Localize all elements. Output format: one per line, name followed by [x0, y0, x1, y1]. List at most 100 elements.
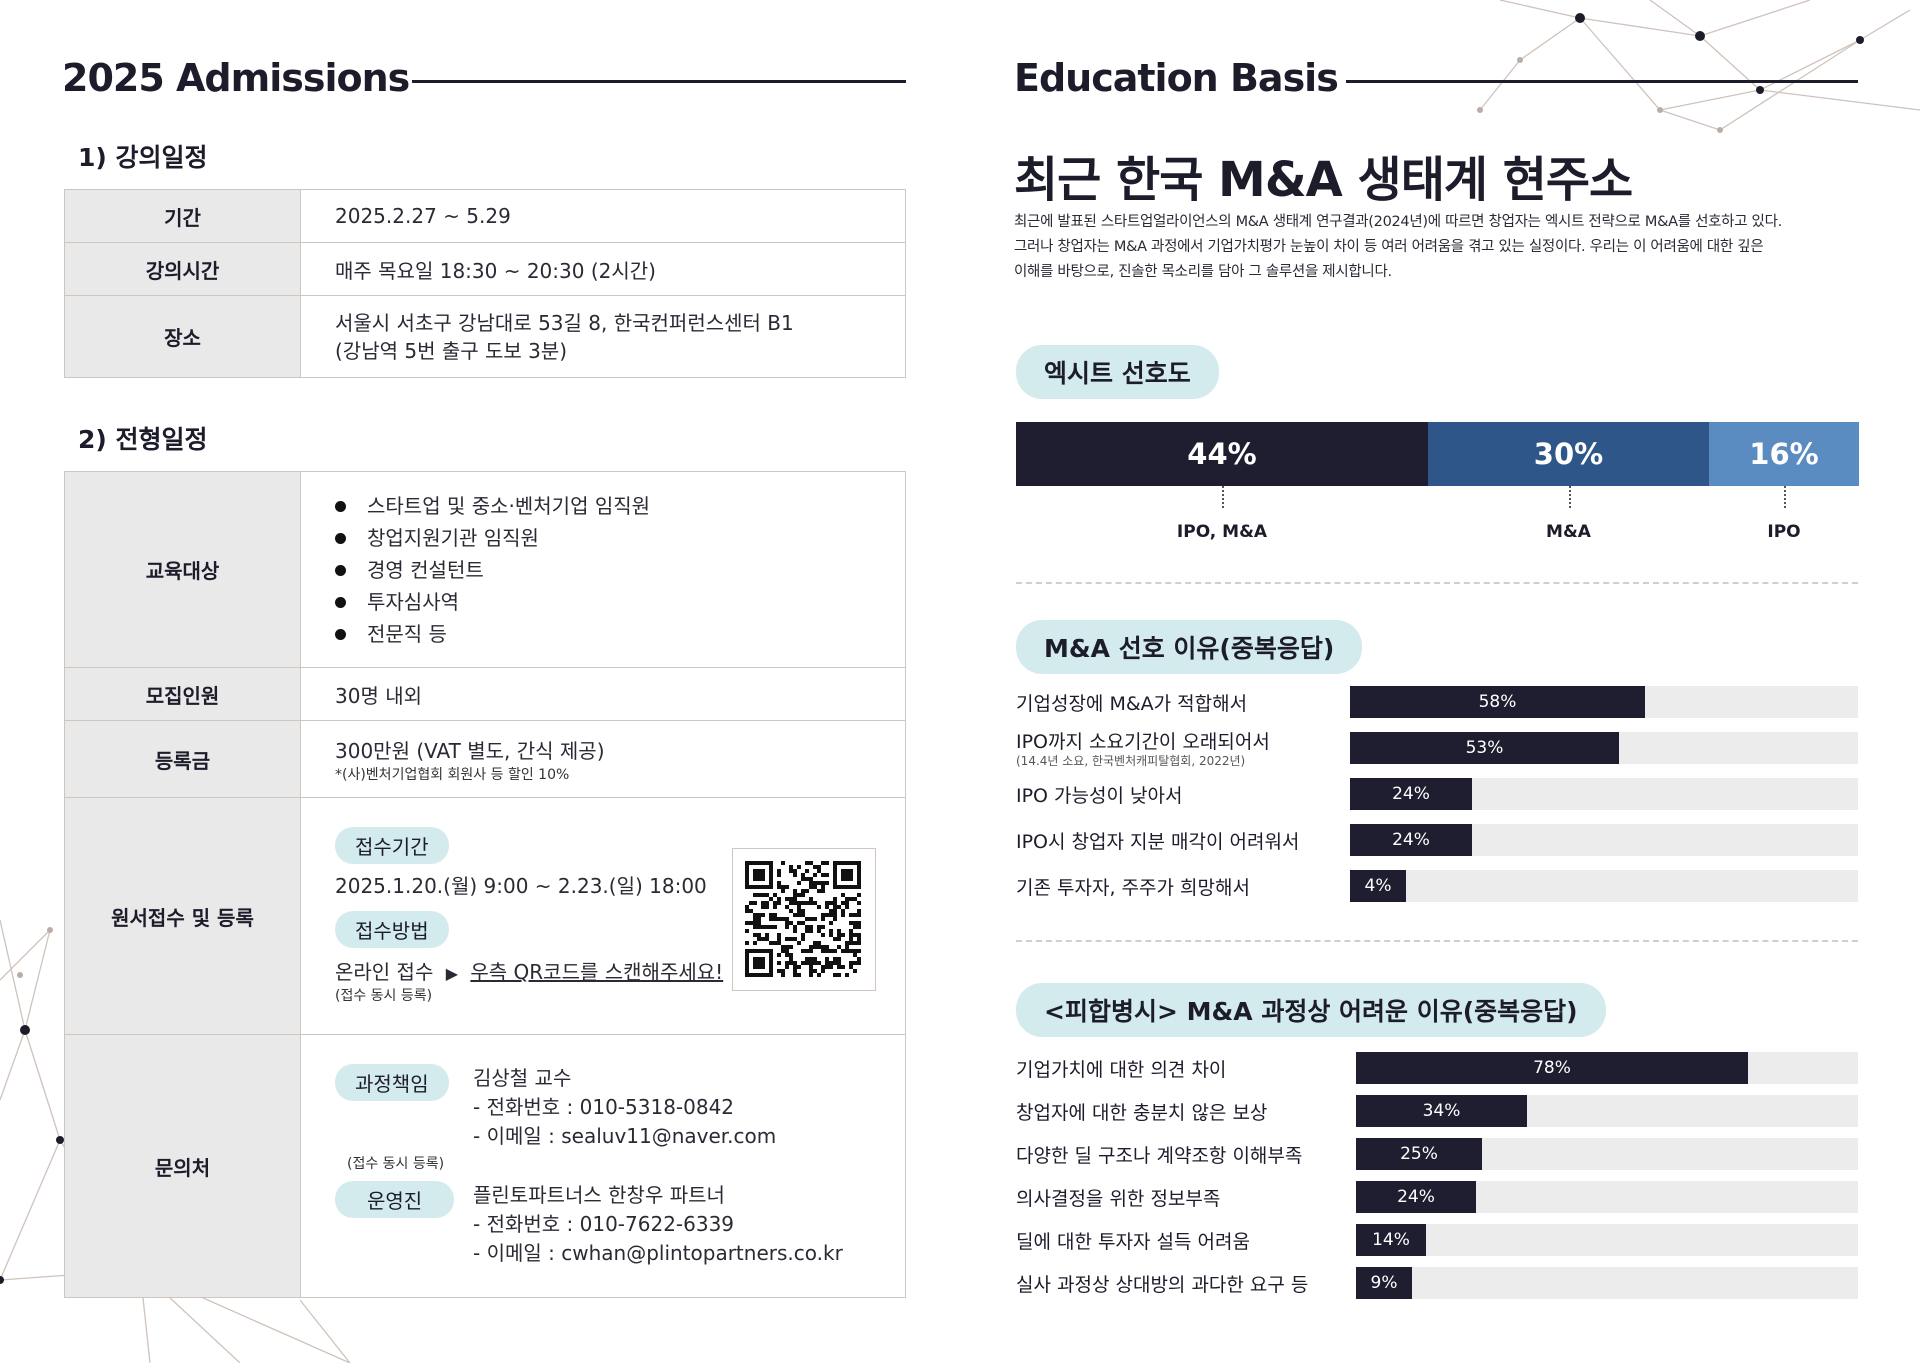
bar [1350, 778, 1472, 810]
section-divider [1016, 940, 1858, 942]
contact-staff-name: 플린토파트너스 한창우 파트너 [473, 1183, 725, 1207]
place-value: 서울시 서초구 강남대로 53길 8, 한국컨퍼런스센터 B1 (강남역 5번 … [300, 295, 906, 378]
time-key: 강의시간 [64, 242, 301, 296]
stack-category-label: IPO, M&A [1176, 522, 1268, 542]
fee-key: 등록금 [64, 720, 301, 798]
admissions-heading: 2025 Admissions [62, 56, 410, 100]
education-basis-heading: Education Basis [1014, 56, 1339, 100]
stack-category-label: M&A [1546, 522, 1591, 542]
bar-value-label: 34% [1422, 1101, 1461, 1121]
bar-category-label: 창업자에 대한 충분치 않은 보상 [1016, 1102, 1268, 1124]
stack-category-label: IPO [1767, 522, 1801, 542]
bar [1356, 1267, 1412, 1299]
fee-amount: 300만원 (VAT 별도, 간식 제공) [335, 738, 605, 763]
intro-line: 이해를 바탕으로, 진솔한 목소리를 담아 그 솔루션을 제시합니다. [1014, 264, 1392, 280]
qr-code-image [745, 861, 861, 977]
ma-difficulty-title: <피합병시> M&A 과정상 어려운 이유(중복응답) [1016, 983, 1606, 1037]
bar-value-label: 4% [1364, 876, 1392, 896]
contact-value: 과정책임 김상철 교수 - 전화번호 : 010-5318-0842 - 이메일… [300, 1034, 906, 1298]
list-item: 경영 컨설턴트 [335, 554, 905, 586]
list-item: 창업지원기관 임직원 [335, 522, 905, 554]
apply-key: 원서접수 및 등록 [64, 797, 301, 1035]
fee-discount-note: *(사)벤처기업협회 회원사 등 할인 10% [335, 766, 570, 783]
lecture-schedule-table: 기간 2025.2.27 ~ 5.29 강의시간 매주 목요일 18:30 ~ … [64, 189, 906, 378]
target-value: 스타트업 및 중소·벤처기업 임직원 창업지원기관 임직원 경영 컨설턴트 투자… [300, 471, 906, 668]
time-value: 매주 목요일 18:30 ~ 20:30 (2시간) [300, 242, 906, 296]
stack-bar-segment: 44% [1016, 422, 1428, 486]
section-divider [1016, 582, 1858, 584]
bar-category-label: 기존 투자자, 주주가 희망해서 [1016, 877, 1250, 899]
bar-track [1356, 1267, 1858, 1299]
contact-staff-email: - 이메일 : cwhan@plintopartners.co.kr [473, 1241, 843, 1265]
bar-track [1356, 1224, 1858, 1256]
contact-key: 문의처 [64, 1034, 301, 1298]
table-row: 모집인원 30명 내외 [64, 667, 906, 721]
lecture-schedule-title: 1) 강의일정 [70, 134, 208, 174]
period-value: 2025.2.27 ~ 5.29 [300, 189, 906, 243]
page-title: 최근 한국 M&A 생태계 현주소 [1014, 152, 1633, 208]
contact-lead-badge: 과정책임 [335, 1064, 449, 1101]
bar-track [1350, 870, 1858, 902]
bar-value-label: 53% [1465, 738, 1504, 758]
bar [1356, 1052, 1748, 1084]
stack-bar-segment: 30% [1428, 422, 1709, 486]
contact-lead-email: - 이메일 : sealuv11@naver.com [473, 1124, 777, 1148]
stack-tick [1568, 486, 1571, 508]
bar [1350, 870, 1406, 902]
stack-bar-segment: 16% [1709, 422, 1859, 486]
contact-note: (접수 동시 등록) [347, 1156, 445, 1172]
qr-code[interactable] [732, 848, 876, 991]
bar [1356, 1138, 1482, 1170]
bar-category-label: 다양한 딜 구조나 계약조항 이해부족 [1016, 1145, 1303, 1167]
table-row: 기간 2025.2.27 ~ 5.29 [64, 189, 906, 243]
contact-staff-phone: - 전화번호 : 010-7622-6339 [473, 1212, 735, 1236]
bar-value-label: 24% [1392, 830, 1430, 850]
bar-category-label: 의사결정을 위한 정보부족 [1016, 1188, 1221, 1210]
place-directions: (강남역 5번 출구 도보 3분) [335, 338, 568, 363]
bar-value-label: 25% [1400, 1144, 1438, 1164]
ma-reason-source-note: (14.4년 소요, 한국벤처캐피탈협회, 2022년) [1016, 754, 1246, 768]
bar-category-label: IPO시 창업자 지분 매각이 어려워서 [1016, 831, 1300, 853]
list-item: 스타트업 및 중소·벤처기업 임직원 [335, 490, 905, 522]
bar-category-label: IPO 가능성이 낮아서 [1016, 785, 1183, 807]
table-row: 강의시간 매주 목요일 18:30 ~ 20:30 (2시간) [64, 242, 906, 296]
contact-staff-badge: 운영진 [335, 1181, 455, 1218]
apply-note: (접수 동시 등록) [335, 988, 433, 1004]
bar-category-label: 기업가치에 대한 의견 차이 [1016, 1059, 1227, 1081]
recruit-key: 모집인원 [64, 667, 301, 721]
table-row: 등록금 300만원 (VAT 별도, 간식 제공) *(사)벤처기업협회 회원사… [64, 720, 906, 798]
period-key: 기간 [64, 189, 301, 243]
bar [1356, 1181, 1476, 1213]
table-row: 문의처 과정책임 김상철 교수 - 전화번호 : 010-5318-0842 -… [64, 1034, 906, 1298]
bar [1356, 1095, 1527, 1127]
bar [1350, 824, 1472, 856]
qr-scan-link[interactable]: 우측 QR코드를 스캔해주세요! [470, 960, 724, 984]
bar [1350, 686, 1645, 718]
bar [1356, 1224, 1426, 1256]
recruit-value: 30명 내외 [300, 667, 906, 721]
bar-value-label: 24% [1397, 1187, 1435, 1207]
bar-category-label: 딜에 대한 투자자 설득 어려움 [1016, 1231, 1250, 1253]
apply-period: 2025.1.20.(월) 9:00 ~ 2.23.(일) 18:00 [335, 874, 707, 898]
table-row: 장소 서울시 서초구 강남대로 53길 8, 한국컨퍼런스센터 B1 (강남역 … [64, 295, 906, 378]
bar-value-label: 24% [1392, 784, 1430, 804]
heading-rule [1346, 80, 1858, 83]
stack-tick [1784, 486, 1786, 508]
list-item: 전문직 등 [335, 618, 905, 650]
intro-line: 최근에 발표된 스타트업얼라이언스의 M&A 생태계 연구결과(2024년)에 … [1014, 214, 1782, 230]
bar-category-label: 기업성장에 M&A가 적합해서 [1016, 693, 1248, 715]
fee-value: 300만원 (VAT 별도, 간식 제공) *(사)벤처기업협회 회원사 등 할… [300, 720, 906, 798]
bar-category-label: 실사 과정상 상대방의 과다한 요구 등 [1016, 1274, 1309, 1296]
place-address: 서울시 서초구 강남대로 53길 8, 한국컨퍼런스센터 B1 [335, 310, 794, 335]
apply-method-badge: 접수방법 [335, 911, 449, 948]
target-key: 교육대상 [64, 471, 301, 668]
contact-lead-phone: - 전화번호 : 010-5318-0842 [473, 1095, 735, 1119]
apply-period-badge: 접수기간 [335, 827, 449, 864]
bar [1350, 732, 1619, 764]
intro-line: 그러나 창업자는 M&A 과정에서 기업가치평가 눈높이 차이 등 여러 어려움… [1014, 239, 1764, 255]
table-row: 교육대상 스타트업 및 중소·벤처기업 임직원 창업지원기관 임직원 경영 컨설… [64, 471, 906, 668]
intro-paragraph: 최근에 발표된 스타트업얼라이언스의 M&A 생태계 연구결과(2024년)에 … [1014, 210, 1864, 285]
bar-value-label: 58% [1478, 692, 1517, 712]
bar-value-label: 9% [1370, 1273, 1398, 1293]
bar-value-label: 14% [1372, 1230, 1410, 1250]
